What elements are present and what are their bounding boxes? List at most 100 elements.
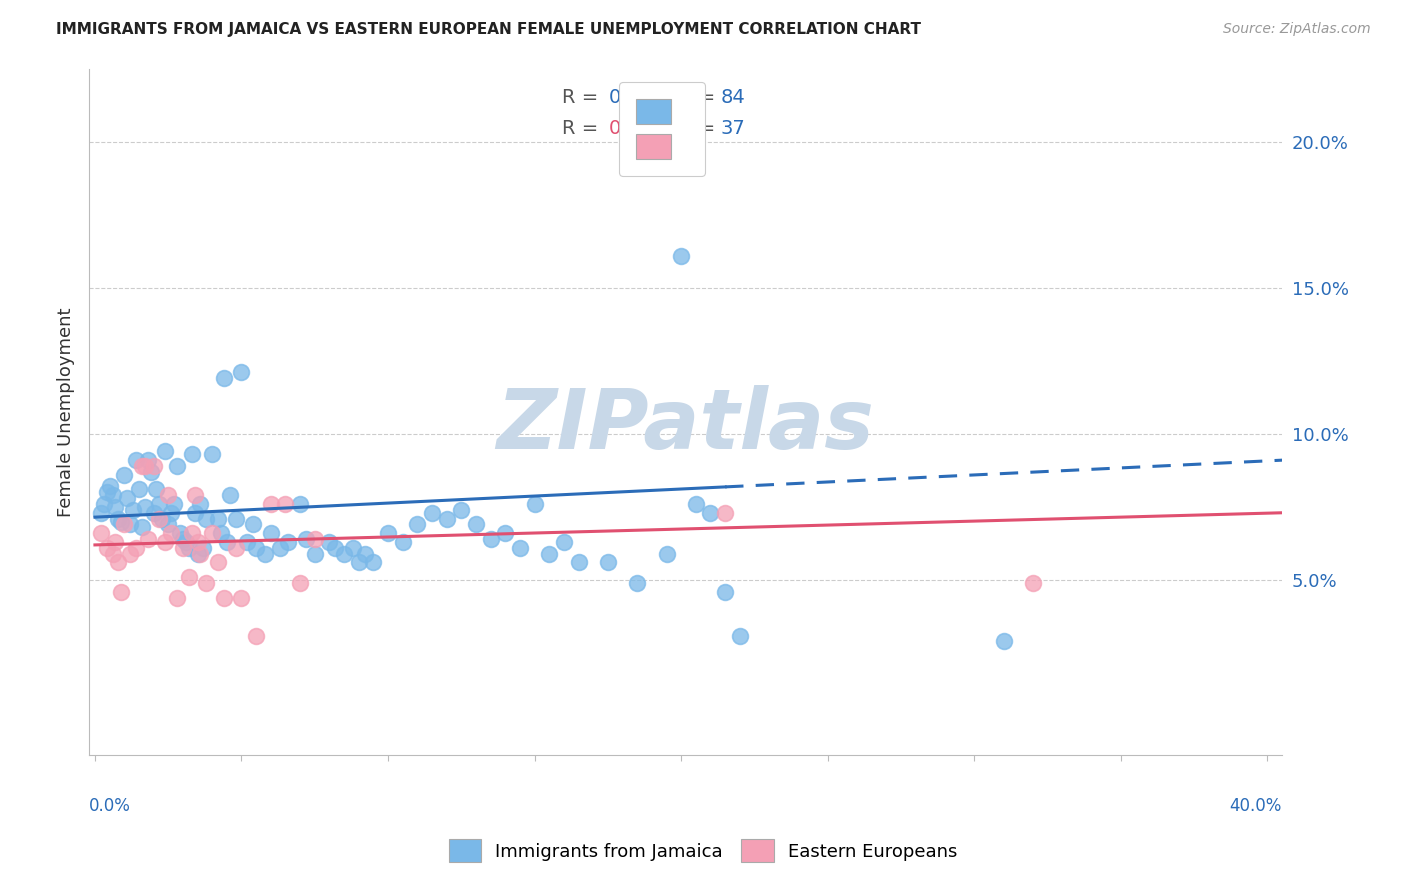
Point [136, 532, 159, 546]
Text: N =: N = [679, 120, 721, 138]
Point [172, 532, 194, 546]
Point [231, 591, 253, 605]
Point [90, 506, 112, 520]
Point [420, 506, 443, 520]
Point [134, 500, 156, 514]
Point [626, 575, 648, 590]
Point [212, 591, 235, 605]
Point [260, 526, 283, 541]
Point [120, 547, 142, 561]
Point [128, 483, 150, 497]
Point [193, 541, 215, 555]
Point [993, 634, 1015, 648]
Point [155, 444, 177, 458]
Point [215, 535, 238, 549]
Y-axis label: Female Unemployment: Female Unemployment [58, 307, 75, 516]
Point [304, 547, 326, 561]
Point [209, 526, 232, 541]
Point [304, 532, 326, 546]
Point [172, 541, 194, 555]
Point [190, 547, 212, 561]
Text: ZIPatlas: ZIPatlas [496, 385, 875, 467]
Point [131, 520, 153, 534]
Point [122, 503, 145, 517]
Point [177, 541, 200, 555]
Text: 0.142: 0.142 [609, 88, 665, 107]
Legend: Immigrants from Jamaica, Eastern Europeans: Immigrants from Jamaica, Eastern Europea… [441, 832, 965, 870]
Point [120, 517, 142, 532]
Point [479, 532, 502, 546]
Point [183, 488, 205, 502]
Point [596, 556, 619, 570]
Point [96, 541, 118, 555]
Point [288, 497, 311, 511]
Point [225, 511, 247, 525]
Point [142, 458, 165, 473]
Point [1022, 575, 1045, 590]
Point [107, 556, 129, 570]
Point [553, 535, 575, 549]
Point [260, 497, 283, 511]
Point [323, 541, 346, 555]
Text: R =: R = [561, 120, 605, 138]
Point [115, 491, 138, 505]
Point [166, 458, 188, 473]
Text: 0.0%: 0.0% [89, 797, 131, 814]
Point [186, 535, 208, 549]
Text: 84: 84 [720, 88, 745, 107]
Point [236, 535, 259, 549]
Point [163, 497, 186, 511]
Point [183, 506, 205, 520]
Point [685, 497, 707, 511]
Point [180, 447, 202, 461]
Point [90, 526, 112, 541]
Point [201, 526, 224, 541]
Point [98, 479, 121, 493]
Point [538, 547, 561, 561]
Point [157, 517, 180, 532]
Point [347, 556, 370, 570]
Point [288, 575, 311, 590]
Point [225, 541, 247, 555]
Point [157, 488, 180, 502]
Point [245, 628, 267, 642]
Point [450, 503, 472, 517]
Point [139, 465, 162, 479]
Point [242, 517, 264, 532]
Point [195, 511, 218, 525]
Point [253, 547, 276, 561]
Point [245, 541, 267, 555]
Point [353, 547, 375, 561]
Text: 0.140: 0.140 [609, 120, 665, 138]
Point [190, 497, 212, 511]
Point [136, 453, 159, 467]
Point [494, 526, 516, 541]
Point [728, 628, 751, 642]
Point [195, 575, 218, 590]
Point [391, 535, 413, 549]
Point [145, 483, 167, 497]
Point [212, 371, 235, 385]
Point [363, 556, 385, 570]
Text: 37: 37 [720, 120, 745, 138]
Point [186, 547, 208, 561]
Point [669, 249, 692, 263]
Point [134, 458, 156, 473]
Point [699, 506, 721, 520]
Point [101, 547, 124, 561]
Text: Source: ZipAtlas.com: Source: ZipAtlas.com [1223, 22, 1371, 37]
Point [333, 547, 356, 561]
Point [104, 535, 127, 549]
Point [269, 541, 291, 555]
Legend: , : , [619, 82, 704, 177]
Point [174, 535, 197, 549]
Point [160, 506, 183, 520]
Text: R =: R = [561, 88, 605, 107]
Point [142, 506, 165, 520]
Point [148, 511, 170, 525]
Text: IMMIGRANTS FROM JAMAICA VS EASTERN EUROPEAN FEMALE UNEMPLOYMENT CORRELATION CHAR: IMMIGRANTS FROM JAMAICA VS EASTERN EUROP… [56, 22, 921, 37]
Text: 40.0%: 40.0% [1230, 797, 1282, 814]
Point [131, 458, 153, 473]
Point [155, 535, 177, 549]
Point [177, 570, 200, 584]
